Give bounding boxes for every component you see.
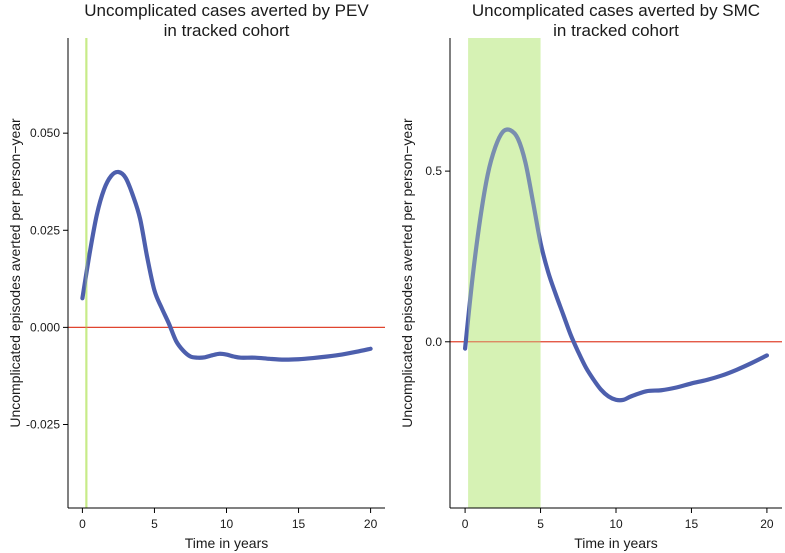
chart-panel-smc: 0 5 10 15 20 0.0 0.5 Uncomplicated cases averte… <box>399 1 782 551</box>
y-tick-label: 0.0 <box>425 335 442 349</box>
chart-title-line-1: Uncomplicated cases averted by PEV <box>84 1 369 20</box>
series-line-pev <box>80 169 373 362</box>
x-axis-label: Time in years <box>185 535 269 551</box>
x-tick-label: 15 <box>292 517 306 531</box>
x-axis-label: Time in years <box>574 535 658 551</box>
x-tick-label: 5 <box>537 517 544 531</box>
highlight-band-overlay <box>85 38 88 508</box>
series-line-smc <box>462 127 770 403</box>
highlight-band-overlay <box>468 38 541 508</box>
x-tick-label: 10 <box>609 517 623 531</box>
y-axis-label: Uncomplicated episodes averted per perso… <box>399 118 415 428</box>
x-tick-label: 5 <box>151 517 158 531</box>
y-tick-label: -0.025 <box>26 417 60 431</box>
highlight-band <box>468 38 541 508</box>
y-tick-label: 0.5 <box>425 164 442 178</box>
chart-panel-pev: 0 5 10 15 20 -0.025 0.000 0.025 0.050 Uncomplicat… <box>7 1 385 551</box>
chart-title-line-2: in tracked cohort <box>164 21 290 40</box>
y-tick-label: 0.025 <box>30 223 60 237</box>
x-tick-label: 20 <box>364 517 378 531</box>
chart-title-line-1: Uncomplicated cases averted by SMC <box>472 1 760 20</box>
x-tick-label: 20 <box>760 517 774 531</box>
x-tick-label: 10 <box>220 517 234 531</box>
x-tick-label: 0 <box>79 517 86 531</box>
y-tick-label: 0.050 <box>30 126 60 140</box>
x-tick-label: 15 <box>685 517 699 531</box>
chart-title-line-2: in tracked cohort <box>553 21 679 40</box>
x-tick-label: 0 <box>462 517 469 531</box>
y-tick-label: 0.000 <box>30 320 60 334</box>
y-axis-label: Uncomplicated episodes averted per perso… <box>7 118 23 428</box>
